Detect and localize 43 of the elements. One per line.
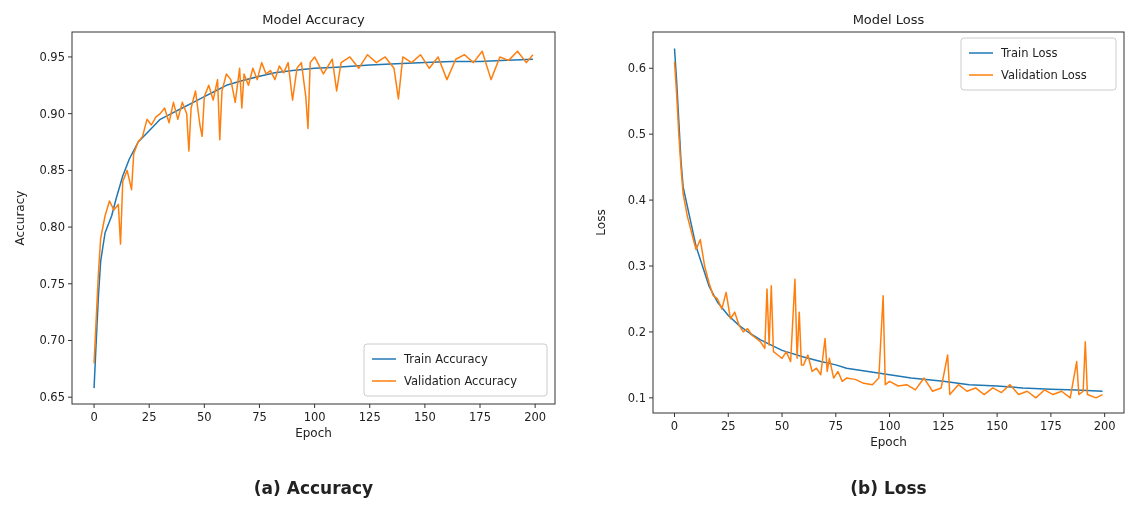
x-tick-label: 25 [720,419,736,433]
y-axis-title: Loss [594,209,608,236]
y-tick-label: 0.6 [627,61,646,76]
x-tick-label: 75 [252,410,267,424]
x-tick-label: 125 [932,419,955,433]
x-axis-title: Epoch [295,426,332,440]
text: (a) Accuracy [253,478,374,498]
x-tick-label: 0 [90,410,98,424]
x-axis-title: Epoch [870,435,907,449]
x-tick-label: 0 [670,419,679,433]
y-tick-label: 0.1 [627,390,646,405]
x-tick-label: 175 [1039,419,1062,433]
y-tick-label: 0.85 [39,163,65,178]
x-tick-label: 75 [828,419,844,433]
y-tick-label: 0.4 [627,193,646,208]
y-tick-label: 0.3 [627,259,646,274]
y-tick-label: 0.5 [627,127,646,142]
y-tick-label: 0.75 [39,276,65,291]
x-tick-label: 150 [413,410,436,424]
x-tick-label: 50 [197,410,212,424]
x-tick-label: 100 [878,419,901,433]
y-tick-label: 0.70 [39,333,65,348]
y-tick-label: 0.2 [627,324,646,339]
x-tick-label: 150 [986,419,1009,433]
y-axis-title: Accuracy [13,190,27,246]
y-tick-label: 0.90 [39,106,65,121]
chart-title: Model Accuracy [262,12,366,27]
x-tick-label: 50 [774,419,790,433]
legend-label: Validation Accuracy [404,374,518,388]
legend-label: Validation Loss [1001,68,1087,82]
y-tick-label: 0.95 [39,49,65,64]
x-tick-label: 175 [469,410,491,424]
chart-title: Model Loss [852,12,925,27]
x-tick-label: 200 [1093,419,1116,433]
x-tick-label: 200 [524,410,547,424]
y-tick-label: 0.65 [39,390,65,405]
x-tick-label: 100 [303,410,326,424]
y-tick-label: 0.80 [39,220,65,235]
x-tick-label: 125 [358,410,381,424]
text: (b) Loss [850,478,927,498]
legend-label: Train Loss [1000,46,1058,60]
legend-label: Train Accuracy [403,352,488,366]
x-tick-label: 25 [141,410,157,424]
